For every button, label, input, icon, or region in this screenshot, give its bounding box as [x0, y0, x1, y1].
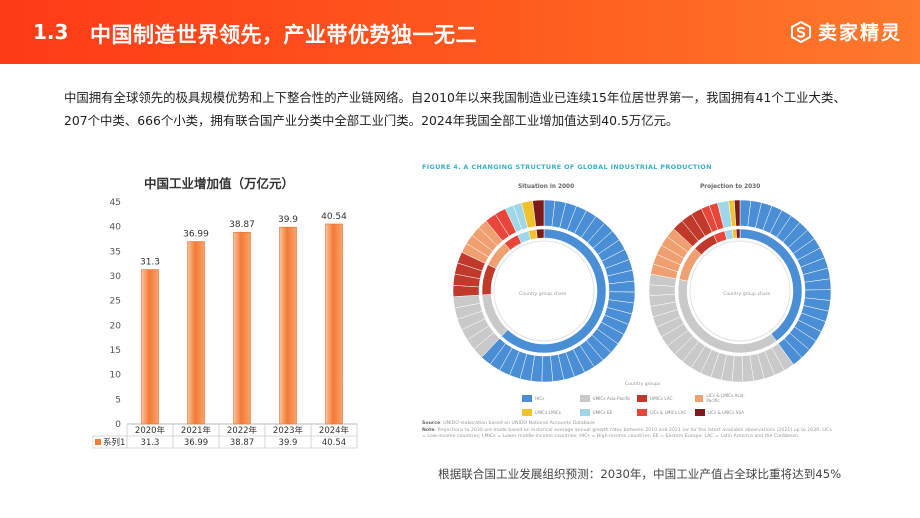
figure-legend: HICs UMICs Asia-Pacific UMICs LAC LICs & LM…: [522, 393, 752, 416]
right-donut-title: Projection to 2030: [700, 184, 761, 190]
table-value: 31.3: [141, 438, 160, 448]
bar-2022年: [233, 231, 251, 425]
figure-notes: Source: UNIDO elaboration based on UNIDO…: [422, 421, 834, 441]
y-tick-label: 20: [110, 321, 122, 331]
bar-chart-svg: 0 5 10 15 20 25 30 35 40 45 系列1 31.3 2020年 31.3 36.99 2…: [92, 198, 358, 449]
category-label: 2023年: [273, 425, 304, 436]
legend-label: LICs & LMICs LAC: [650, 410, 687, 415]
bar-2020年: [141, 269, 159, 425]
table-value: 38.87: [230, 438, 254, 448]
left-donut-title: Situation in 2000: [518, 184, 575, 190]
legend-label: UMICs Asia-Pacific: [592, 395, 631, 401]
y-tick-label: 15: [110, 346, 121, 356]
data-label: 31.3: [140, 258, 160, 268]
left-center-label: Country group share: [519, 292, 567, 297]
legend-swatch: [579, 409, 590, 416]
figure-caption-cn: 根据联合国工业发展组织预测：2030年，中国工业产值占全球比重将达到45%: [438, 467, 842, 481]
donut-2000-outer-segment: [452, 285, 480, 297]
right-center-label: Country group share: [723, 292, 771, 297]
bar-2023年: [279, 226, 297, 425]
y-tick-label: 25: [110, 297, 121, 307]
donut-2000-outer-segment: [532, 199, 545, 227]
y-tick-label: 45: [110, 198, 121, 208]
page-title: 中国制造世界领先，产业带优势独一无二: [90, 23, 477, 47]
category-label: 2022年: [227, 425, 258, 436]
legend-item: LMICs LMICs: [522, 409, 580, 416]
series-key-swatch: [95, 439, 101, 445]
section-number: 1.3: [33, 20, 69, 44]
legend-title: Country groups: [625, 382, 661, 387]
figure-caption: FIGURE 4. A CHANGING STRUCTURE OF GLOBAL…: [422, 163, 712, 171]
donut-charts-svg: [452, 199, 832, 383]
series-key-label: 系列1: [103, 437, 125, 448]
category-label: 2020年: [135, 425, 166, 436]
legend-swatch: [637, 394, 647, 402]
table-value: 40.54: [322, 438, 346, 448]
intro-paragraph: 中国拥有全球领先的极具规模优势和上下整合性的产业链网络。自2010年以来我国制造…: [64, 90, 846, 128]
figure-source: Source: UNIDO elaboration based on UNIDO…: [422, 421, 595, 426]
y-tick-label: 0: [115, 420, 121, 430]
legend-swatch: [522, 409, 532, 416]
data-label: 36.99: [183, 230, 209, 240]
legend-swatch: [694, 394, 704, 402]
category-label: 2021年: [181, 425, 212, 436]
donut-2000-center: [493, 240, 595, 342]
legend-item: UMICs Asia-Pacific: [579, 393, 638, 403]
donut-2030-inner-segment: [735, 228, 741, 239]
legend-item: UMICs EE: [579, 409, 638, 416]
legend-swatch: [637, 409, 647, 416]
figure-note: Note: Projections to 2030 are made based…: [422, 427, 832, 440]
legend-swatch: [694, 409, 705, 416]
donut-2030-outer-segment: [734, 199, 741, 227]
category-label: 2024年: [319, 425, 350, 436]
legend-item: LICs & LMICs LAC: [637, 409, 695, 416]
chart-title: 中国工业增加值（万亿元）: [144, 176, 295, 191]
legend-label: LICs & LMICs Asia-Pacific: [706, 393, 745, 403]
legend-swatch: [522, 394, 532, 402]
y-tick-label: 35: [110, 247, 121, 257]
legend-item: LICs & LMICs Asia-Pacific: [694, 393, 753, 403]
table-value: 36.99: [184, 438, 208, 448]
legend-label: UMICs EE: [592, 410, 613, 415]
legend-item: UMICs LAC: [637, 393, 695, 403]
unido-figure: FIGURE 4. A CHANGING STRUCTURE OF GLOBAL…: [422, 163, 834, 453]
y-tick-label: 5: [115, 395, 121, 405]
donut-2030-center: [689, 240, 791, 342]
legend-label: UMICs LAC: [650, 395, 673, 401]
table-value: 39.9: [279, 438, 298, 448]
bar-2024年: [325, 223, 343, 425]
bar-chart: 中国工业增加值（万亿元） 0 5 10 15 20 25 30 35 40 45 系列1 31.3 20…: [92, 165, 372, 460]
brand-s-icon: [790, 20, 811, 43]
header-bar: 1.3 中国制造世界领先，产业带优势独一无二 卖家精灵: [0, 0, 920, 64]
legend-label: LICs & LMICs SSA: [707, 410, 744, 415]
brand-name: 卖家精灵: [817, 22, 902, 44]
legend-swatch: [579, 394, 590, 402]
data-label: 38.87: [229, 220, 255, 230]
legend-label: HICs: [535, 395, 545, 401]
brand-logo: 卖家精灵: [790, 18, 902, 45]
data-label: 39.9: [278, 215, 298, 225]
y-tick-label: 10: [110, 371, 122, 381]
y-tick-label: 40: [110, 223, 122, 233]
legend-item: LICs & LMICs SSA: [694, 409, 753, 416]
bar-2021年: [187, 241, 205, 425]
y-tick-label: 30: [110, 272, 122, 282]
data-label: 40.54: [321, 212, 347, 222]
donut-2000-inner-segment: [535, 228, 545, 239]
legend-item: HICs: [522, 393, 580, 403]
legend-label: LMICs LMICs: [535, 410, 561, 415]
